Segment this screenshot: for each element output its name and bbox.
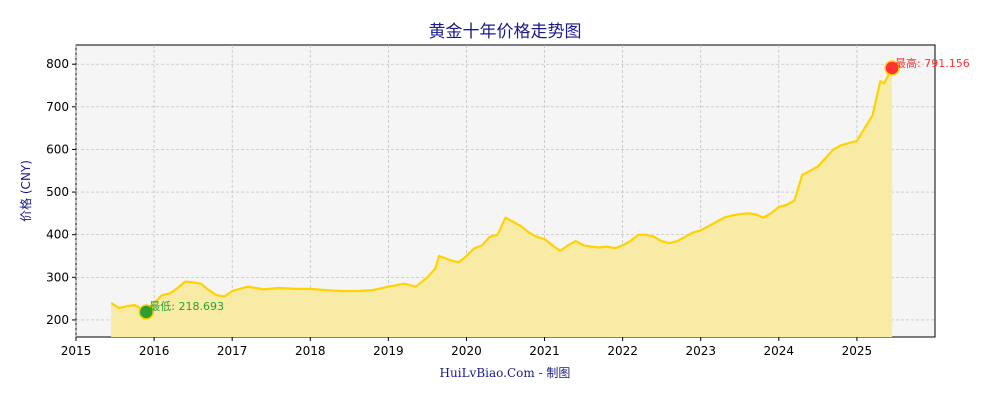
chart-credit: HuiLvBiao.Com - 制图 [440,366,571,380]
x-tick-label: 2025 [842,344,873,358]
max-point-label: 最高: 791.156 [895,56,970,70]
data-series [110,67,894,337]
y-tick-label: 800 [46,57,69,71]
price-line [110,67,894,314]
x-tick-label: 2018 [295,344,326,358]
x-tick-label: 2022 [607,344,638,358]
y-tick-label: 400 [46,228,69,242]
price-area [111,68,893,337]
min-point-marker [138,304,155,320]
x-tick-label: 2019 [373,344,404,358]
chart-title: 黄金十年价格走势图 [429,22,582,42]
x-tick-label: 2021 [529,344,560,358]
x-tick-label: 2016 [139,344,170,358]
y-tick-label: 500 [46,185,69,199]
x-axis: 2015 2016 2017 2018 2019 2020 2021 2022 2023 2024… [61,337,872,358]
annotations: 最高: 791.156 最低: 218.693 [138,56,970,320]
y-axis-label: 价格 (CNY) [18,160,33,222]
y-tick-label: 200 [46,313,69,327]
max-point-marker [884,60,900,76]
y-tick-label: 700 [46,100,69,114]
x-tick-label: 2017 [217,344,248,358]
y-tick-label: 600 [46,142,69,156]
x-tick-label: 2023 [685,344,716,358]
y-tick-label: 300 [46,270,69,284]
y-axis: 200 300 400 500 600 700 800 [46,57,76,327]
x-tick-label: 2024 [764,344,795,358]
x-tick-label: 2020 [451,344,482,358]
min-point-label: 最低: 218.693 [149,300,224,313]
x-tick-label: 2015 [61,344,92,358]
